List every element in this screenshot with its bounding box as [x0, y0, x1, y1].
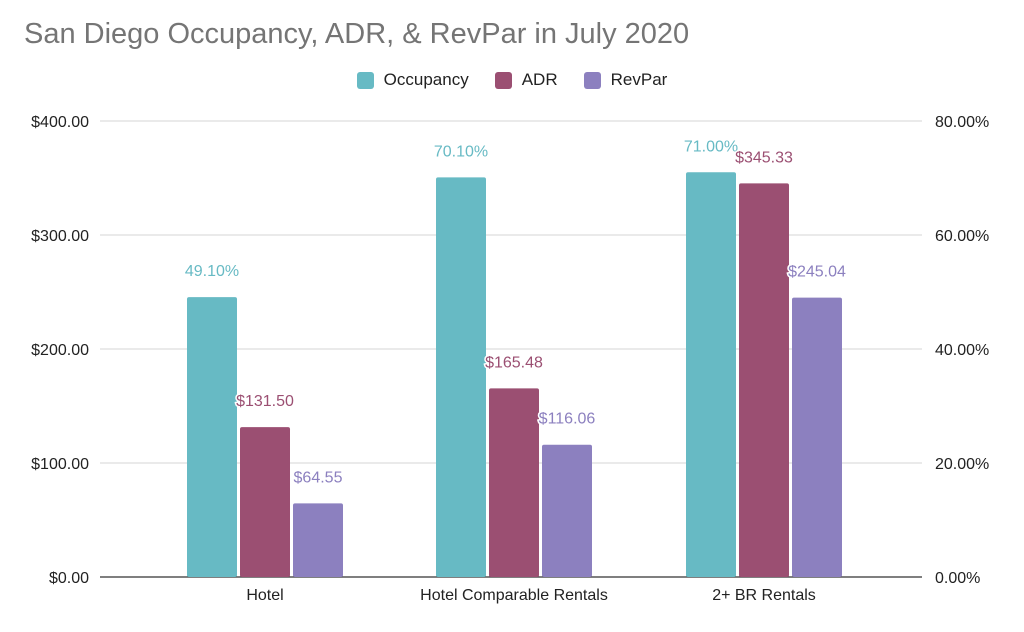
legend-label-revpar: RevPar	[610, 70, 668, 89]
bar-occupancy-hotel	[187, 297, 237, 577]
data-label-adr: $345.33	[735, 149, 793, 166]
legend-swatch-occupancy	[356, 71, 374, 89]
left-axis-tick-label: $200.00	[31, 342, 89, 359]
category-label: Hotel Comparable Rentals	[420, 587, 608, 604]
chart-title: San Diego Occupancy, ADR, & RevPar in Ju…	[24, 18, 690, 50]
data-label-revpar: $64.55	[294, 469, 343, 486]
data-label-occupancy: 71.00%	[684, 138, 738, 155]
bar-adr-hotel	[240, 427, 290, 577]
right-axis-tick-label: 60.00%	[935, 228, 989, 245]
bar-revpar-2-br-rentals	[792, 297, 842, 577]
bar-revpar-hotel-comparable-rentals	[542, 444, 592, 577]
legend-item-occupancy: Occupancy	[356, 70, 469, 90]
right-axis-tick-label: 20.00%	[935, 456, 989, 473]
left-axis-tick-label: $0.00	[49, 570, 89, 587]
legend-swatch-adr	[494, 71, 512, 89]
data-label-revpar: $245.04	[788, 264, 846, 281]
bar-revpar-hotel	[293, 503, 343, 577]
category-label: 2+ BR Rentals	[712, 587, 816, 604]
left-axis-tick-label: $100.00	[31, 456, 89, 473]
left-axis-tick-label: $400.00	[31, 114, 89, 131]
legend-item-adr: ADR	[494, 70, 558, 90]
right-axis-tick-label: 80.00%	[935, 114, 989, 131]
left-axis-tick-label: $300.00	[31, 228, 89, 245]
bar-occupancy-hotel-comparable-rentals	[436, 177, 486, 577]
data-label-adr: $165.48	[485, 354, 543, 371]
bar-adr-hotel-comparable-rentals	[489, 388, 539, 577]
data-label-revpar: $116.06	[539, 411, 596, 428]
legend-item-revpar: RevPar	[583, 70, 668, 90]
bar-occupancy-2-br-rentals	[686, 172, 736, 578]
legend: Occupancy ADR RevPar	[0, 70, 1024, 90]
right-axis-tick-label: 0.00%	[935, 570, 980, 587]
bar-adr-2-br-rentals	[739, 183, 789, 578]
data-label-occupancy: 70.10%	[434, 143, 488, 160]
legend-label-occupancy: Occupancy	[383, 70, 469, 89]
right-axis-tick-label: 40.00%	[935, 342, 989, 359]
legend-label-adr: ADR	[521, 70, 558, 89]
legend-swatch-revpar	[583, 71, 601, 89]
data-label-adr: $131.50	[236, 393, 294, 410]
category-label: Hotel	[246, 587, 283, 604]
data-label-occupancy: 49.10%	[185, 263, 239, 280]
